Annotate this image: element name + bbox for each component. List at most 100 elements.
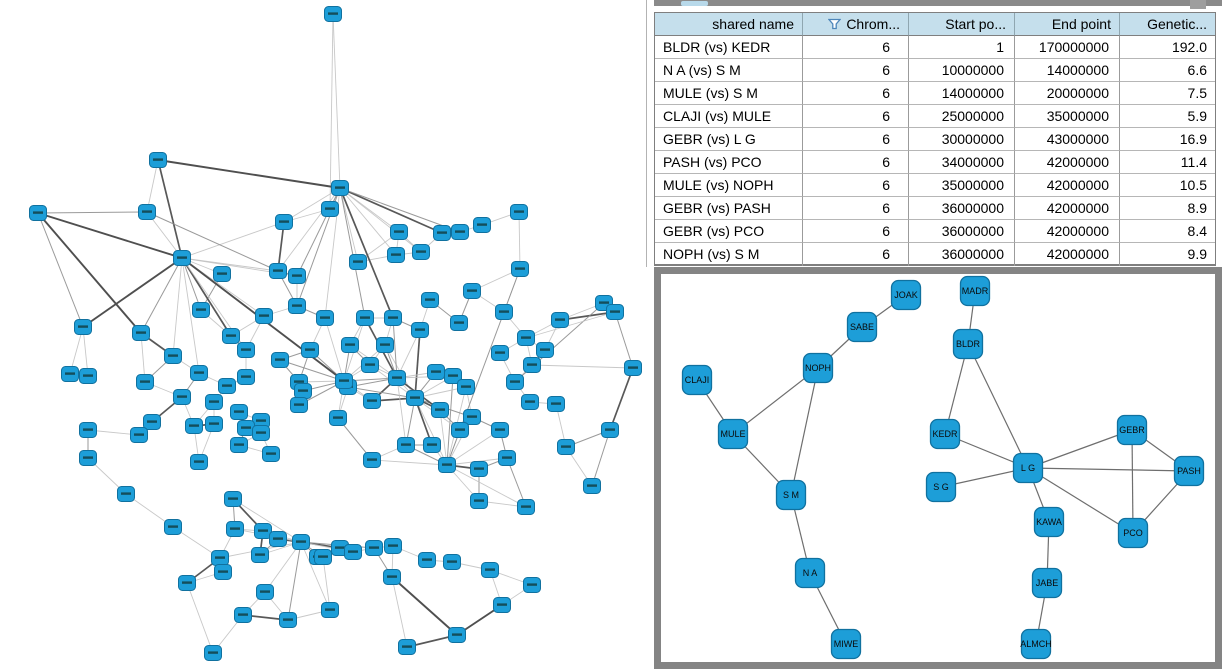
network-node[interactable]: [237, 342, 255, 358]
detail-node-joak[interactable]: JOAK: [890, 279, 922, 311]
detail-node-claji[interactable]: CLAJI: [681, 364, 713, 396]
network-node[interactable]: [136, 374, 154, 390]
network-node[interactable]: [536, 342, 554, 358]
network-node[interactable]: [510, 204, 528, 220]
network-node[interactable]: [149, 152, 167, 168]
network-node[interactable]: [251, 547, 269, 563]
table-row[interactable]: BLDR (vs) KEDR 6 1 170000000 192.0: [655, 36, 1215, 59]
network-node[interactable]: [376, 337, 394, 353]
network-node[interactable]: [138, 204, 156, 220]
network-node[interactable]: [185, 418, 203, 434]
network-node[interactable]: [450, 315, 468, 331]
detail-node-madr[interactable]: MADR: [959, 275, 991, 307]
network-node[interactable]: [269, 263, 287, 279]
network-node[interactable]: [205, 416, 223, 432]
network-node[interactable]: [463, 409, 481, 425]
network-node[interactable]: [363, 393, 381, 409]
network-node[interactable]: [79, 422, 97, 438]
table-row[interactable]: GEBR (vs) L G 6 30000000 43000000 16.9: [655, 128, 1215, 151]
network-node[interactable]: [498, 450, 516, 466]
network-node[interactable]: [294, 383, 312, 399]
network-node[interactable]: [349, 254, 367, 270]
network-node[interactable]: [130, 427, 148, 443]
table-row[interactable]: GEBR (vs) PASH 6 36000000 42000000 8.9: [655, 197, 1215, 220]
network-node[interactable]: [192, 302, 210, 318]
network-node[interactable]: [190, 454, 208, 470]
network-node[interactable]: [344, 544, 362, 560]
detail-node-pco[interactable]: PCO: [1117, 517, 1149, 549]
network-node[interactable]: [470, 493, 488, 509]
network-node[interactable]: [557, 439, 575, 455]
network-node[interactable]: [132, 325, 150, 341]
network-node[interactable]: [412, 244, 430, 260]
network-node[interactable]: [224, 491, 242, 507]
scrollbar-remnant[interactable]: [1190, 0, 1206, 9]
network-node[interactable]: [495, 304, 513, 320]
network-node[interactable]: [255, 308, 273, 324]
network-node[interactable]: [292, 534, 310, 550]
network-node[interactable]: [211, 550, 229, 566]
column-header-end-point[interactable]: End point: [1015, 13, 1120, 36]
network-node[interactable]: [237, 420, 255, 436]
network-node[interactable]: [521, 394, 539, 410]
network-node[interactable]: [335, 373, 353, 389]
network-node[interactable]: [143, 414, 161, 430]
network-node[interactable]: [470, 461, 488, 477]
detail-node-noph[interactable]: NOPH: [802, 352, 834, 384]
network-node[interactable]: [79, 368, 97, 384]
detail-node-almch[interactable]: ALMCH: [1020, 628, 1052, 660]
network-node[interactable]: [523, 357, 541, 373]
network-node[interactable]: [74, 319, 92, 335]
network-node[interactable]: [491, 345, 509, 361]
network-node[interactable]: [321, 201, 339, 217]
detail-node-sabe[interactable]: SABE: [846, 311, 878, 343]
network-node[interactable]: [473, 217, 491, 233]
network-node[interactable]: [29, 205, 47, 221]
column-header-shared-name[interactable]: shared name: [655, 13, 803, 36]
network-node[interactable]: [438, 457, 456, 473]
network-node[interactable]: [234, 607, 252, 623]
network-node[interactable]: [204, 645, 222, 661]
detail-node-bldr[interactable]: BLDR: [952, 328, 984, 360]
network-node[interactable]: [205, 394, 223, 410]
network-node[interactable]: [290, 397, 308, 413]
network-node[interactable]: [506, 374, 524, 390]
network-node[interactable]: [457, 379, 475, 395]
detail-node-kedr[interactable]: KEDR: [929, 418, 961, 450]
network-node[interactable]: [427, 364, 445, 380]
network-node[interactable]: [433, 225, 451, 241]
detail-node-l-g[interactable]: L G: [1012, 452, 1044, 484]
network-node[interactable]: [451, 422, 469, 438]
detail-node-s-m[interactable]: S M: [775, 479, 807, 511]
network-node[interactable]: [256, 584, 274, 600]
network-node[interactable]: [421, 292, 439, 308]
detail-node-pash[interactable]: PASH: [1173, 455, 1205, 487]
network-node[interactable]: [173, 250, 191, 266]
network-node[interactable]: [79, 450, 97, 466]
network-node[interactable]: [279, 612, 297, 628]
network-node[interactable]: [237, 369, 255, 385]
table-row[interactable]: MULE (vs) NOPH 6 35000000 42000000 10.5: [655, 174, 1215, 197]
network-node[interactable]: [269, 531, 287, 547]
column-header-start-po[interactable]: Start po...: [909, 13, 1015, 36]
table-row[interactable]: GEBR (vs) PCO 6 36000000 42000000 8.4: [655, 220, 1215, 243]
network-node[interactable]: [164, 519, 182, 535]
network-node[interactable]: [583, 478, 601, 494]
network-node[interactable]: [423, 437, 441, 453]
network-node[interactable]: [164, 348, 182, 364]
network-node[interactable]: [213, 266, 231, 282]
detail-node-s-g[interactable]: S G: [925, 471, 957, 503]
network-node[interactable]: [321, 602, 339, 618]
network-node[interactable]: [517, 499, 535, 515]
column-header-genetic[interactable]: Genetic...: [1120, 13, 1215, 36]
network-node[interactable]: [397, 437, 415, 453]
table-row[interactable]: CLAJI (vs) MULE 6 25000000 35000000 5.9: [655, 105, 1215, 128]
detail-node-jabe[interactable]: JABE: [1031, 567, 1063, 599]
detail-node-miwe[interactable]: MIWE: [830, 628, 862, 660]
network-node[interactable]: [624, 360, 642, 376]
network-node[interactable]: [173, 389, 191, 405]
network-node[interactable]: [230, 404, 248, 420]
network-node[interactable]: [444, 368, 462, 384]
detail-node-kawa[interactable]: KAWA: [1033, 506, 1065, 538]
network-node[interactable]: [384, 310, 402, 326]
